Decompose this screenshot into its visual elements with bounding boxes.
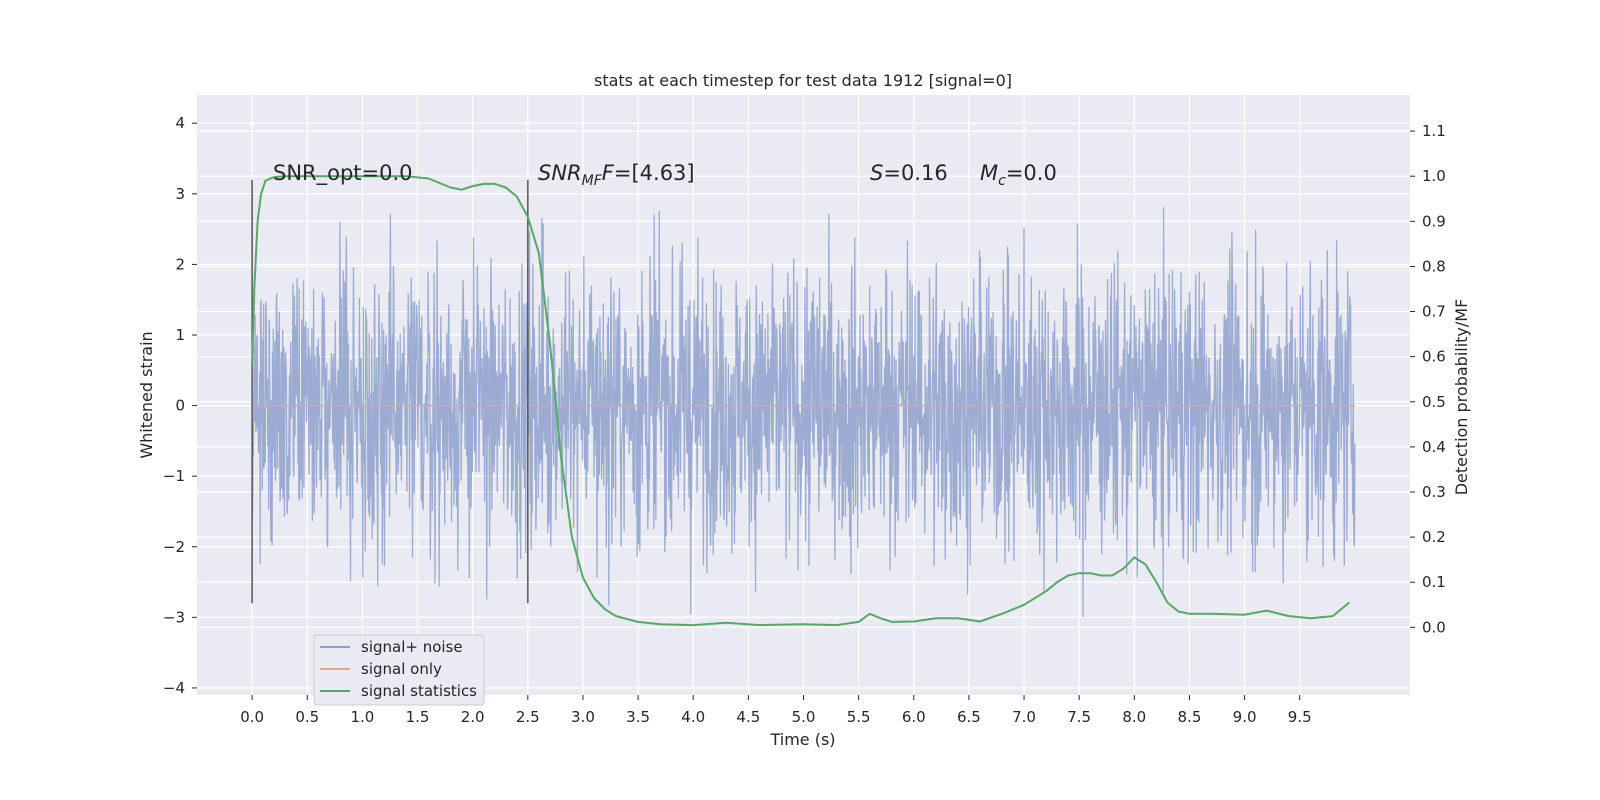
- x-tick-label: 6.0: [902, 708, 926, 726]
- x-tick-label: 9.0: [1233, 708, 1257, 726]
- y-tick-label: −1: [163, 467, 185, 485]
- x-tick-label: 4.0: [681, 708, 705, 726]
- y2-tick-label: 0.4: [1422, 438, 1446, 456]
- y-tick-label: −4: [163, 679, 185, 697]
- y2-tick-label: 0.9: [1422, 212, 1446, 230]
- legend-label-signal-statistics: signal statistics: [361, 682, 477, 700]
- y-axis-title: Whitened strain: [137, 331, 156, 458]
- legend-box: [313, 634, 485, 706]
- y-tick-label: 3: [175, 185, 185, 203]
- annotation-snr-mf: SNRMFF=[4.63]: [538, 161, 695, 189]
- x-tick-label: 0.0: [240, 708, 264, 726]
- x-tick-label: 2.0: [461, 708, 485, 726]
- x-tick-label: 7.5: [1067, 708, 1091, 726]
- y-tick-label: 0: [175, 397, 185, 415]
- annotation-snr-opt: SNR_opt=0.0: [273, 161, 413, 186]
- y2-tick-label: 0.8: [1422, 257, 1446, 275]
- y-tick-label: −3: [163, 608, 185, 626]
- y2-tick-label: 1.1: [1422, 122, 1446, 140]
- chart-title: stats at each timestep for test data 191…: [594, 71, 1012, 90]
- axes: 0.0 0.5 1.0 1.5 2.0 2.5 3.0 3.5 4.0 4.5 5.0 5.5 6.0 6…: [163, 114, 1446, 726]
- x-axis-title: Time (s): [769, 730, 835, 749]
- annotation-mc: Mc=0.0: [980, 161, 1057, 189]
- x-tick-label: 4.5: [736, 708, 760, 726]
- x-tick-label: 8.5: [1178, 708, 1202, 726]
- x-tick-label: 5.5: [847, 708, 871, 726]
- y2-tick-label: 0.3: [1422, 483, 1446, 501]
- y2-tick-label: 1.0: [1422, 167, 1446, 185]
- legend-label-signal-only: signal only: [361, 660, 442, 678]
- series-signal-statistics: [251, 175, 1350, 627]
- y2-tick-label: 0.5: [1422, 393, 1446, 411]
- x-tick-label: 0.5: [295, 708, 319, 726]
- x-tick-label: 9.5: [1288, 708, 1312, 726]
- y-tick-label: −2: [163, 538, 185, 556]
- x-tick-label: 7.0: [1012, 708, 1036, 726]
- x-tick-label: 8.0: [1122, 708, 1146, 726]
- signal-noise-line: [251, 207, 1356, 618]
- y2-tick-label: 0.7: [1422, 303, 1446, 321]
- x-tick-label: 6.5: [957, 708, 981, 726]
- signal-statistics-line: [251, 175, 1350, 627]
- y2-axis-title: Detection probability/MF: [1452, 299, 1471, 496]
- y-tick-label: 4: [175, 114, 185, 132]
- y2-tick-label: 0.6: [1422, 348, 1446, 366]
- y-tick-label: 1: [175, 326, 185, 344]
- x-tick-label: 3.5: [626, 708, 650, 726]
- annotation-s: S=0.16: [870, 161, 948, 185]
- x-tick-label: 1.0: [350, 708, 374, 726]
- legend: signal+ noise signal only signal statist…: [313, 634, 485, 706]
- y2-tick-label: 0.0: [1422, 618, 1446, 636]
- x-tick-label: 5.0: [792, 708, 816, 726]
- x-tick-label: 1.5: [406, 708, 430, 726]
- y2-tick-label: 0.1: [1422, 573, 1446, 591]
- x-tick-label: 2.5: [516, 708, 540, 726]
- y2-tick-label: 0.2: [1422, 528, 1446, 546]
- x-tick-label: 3.0: [571, 708, 595, 726]
- series-signal-noise: [251, 207, 1356, 618]
- y-tick-label: 2: [175, 255, 185, 273]
- legend-label-signal-noise: signal+ noise: [361, 638, 463, 656]
- vertical-markers: [251, 179, 529, 604]
